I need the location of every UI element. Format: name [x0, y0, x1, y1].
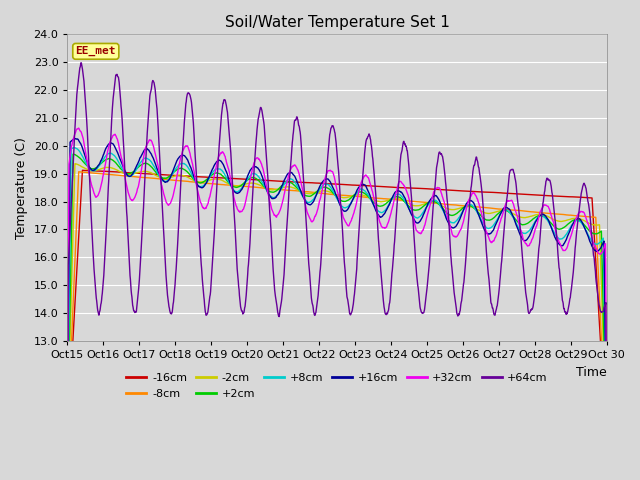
Line: +64cm: +64cm	[67, 63, 607, 462]
-16cm	[63, 434, 71, 440]
+2cm	[244, 177, 252, 182]
-16cm	[184, 173, 191, 179]
-16cm	[171, 172, 179, 178]
-2cm	[184, 174, 191, 180]
Line: +8cm: +8cm	[67, 148, 607, 446]
Line: +32cm: +32cm	[67, 128, 607, 437]
+2cm	[421, 202, 429, 208]
+8cm	[421, 206, 429, 212]
-2cm	[71, 161, 79, 167]
+64cm	[171, 286, 179, 292]
+16cm	[63, 403, 71, 408]
-2cm	[171, 173, 179, 179]
+64cm	[539, 200, 547, 206]
Y-axis label: Temperature (C): Temperature (C)	[15, 137, 28, 239]
+8cm	[63, 424, 71, 430]
+16cm	[244, 172, 252, 178]
-16cm	[79, 168, 86, 173]
+32cm	[244, 187, 252, 193]
-8cm	[539, 210, 547, 216]
-8cm	[171, 178, 179, 183]
-16cm	[603, 442, 611, 448]
+32cm	[75, 125, 83, 131]
Line: +2cm: +2cm	[67, 154, 607, 451]
+16cm	[421, 208, 429, 214]
Legend: -16cm, -8cm, -2cm, +2cm, +8cm, +16cm, +32cm, +64cm: -16cm, -8cm, -2cm, +2cm, +8cm, +16cm, +3…	[122, 369, 552, 403]
+16cm	[492, 223, 499, 228]
+8cm	[492, 219, 499, 225]
+16cm	[539, 211, 547, 217]
+64cm	[184, 90, 191, 96]
+2cm	[63, 426, 71, 432]
+64cm	[244, 265, 252, 271]
+8cm	[244, 176, 252, 181]
+64cm	[63, 441, 71, 447]
X-axis label: Time: Time	[576, 366, 607, 379]
-16cm	[421, 186, 429, 192]
+32cm	[184, 144, 191, 149]
-8cm	[421, 199, 429, 205]
+16cm	[603, 453, 611, 458]
-8cm	[75, 169, 83, 175]
+8cm	[184, 164, 191, 170]
+2cm	[492, 214, 499, 219]
+16cm	[184, 157, 191, 163]
+2cm	[539, 213, 547, 219]
+32cm	[171, 186, 179, 192]
-16cm	[244, 176, 252, 182]
Line: +16cm: +16cm	[67, 139, 607, 456]
+32cm	[421, 222, 429, 228]
+2cm	[184, 169, 191, 175]
-8cm	[184, 179, 191, 184]
-16cm	[492, 190, 499, 195]
-2cm	[63, 431, 71, 436]
+16cm	[72, 136, 79, 142]
+8cm	[171, 168, 179, 173]
Line: -2cm: -2cm	[67, 164, 607, 452]
+64cm	[492, 311, 499, 316]
+2cm	[603, 448, 611, 454]
+8cm	[70, 145, 77, 151]
-8cm	[603, 450, 611, 456]
+8cm	[539, 213, 547, 219]
Title: Soil/Water Temperature Set 1: Soil/Water Temperature Set 1	[225, 15, 449, 30]
-2cm	[539, 212, 547, 217]
+32cm	[539, 204, 547, 210]
-8cm	[244, 184, 252, 190]
Text: EE_met: EE_met	[76, 46, 116, 57]
+32cm	[492, 235, 499, 240]
+32cm	[603, 413, 611, 419]
-16cm	[539, 192, 547, 198]
+16cm	[171, 164, 179, 169]
+64cm	[77, 60, 84, 66]
-2cm	[244, 180, 252, 186]
-2cm	[492, 209, 499, 215]
Line: -16cm: -16cm	[67, 170, 607, 445]
+64cm	[603, 459, 611, 465]
+8cm	[603, 444, 611, 449]
+2cm	[171, 168, 179, 174]
Line: -8cm: -8cm	[67, 172, 607, 453]
-8cm	[492, 206, 499, 212]
-2cm	[603, 449, 611, 455]
+32cm	[63, 434, 71, 440]
+2cm	[69, 151, 77, 157]
-8cm	[63, 435, 71, 441]
+64cm	[421, 304, 429, 310]
-2cm	[421, 201, 429, 207]
